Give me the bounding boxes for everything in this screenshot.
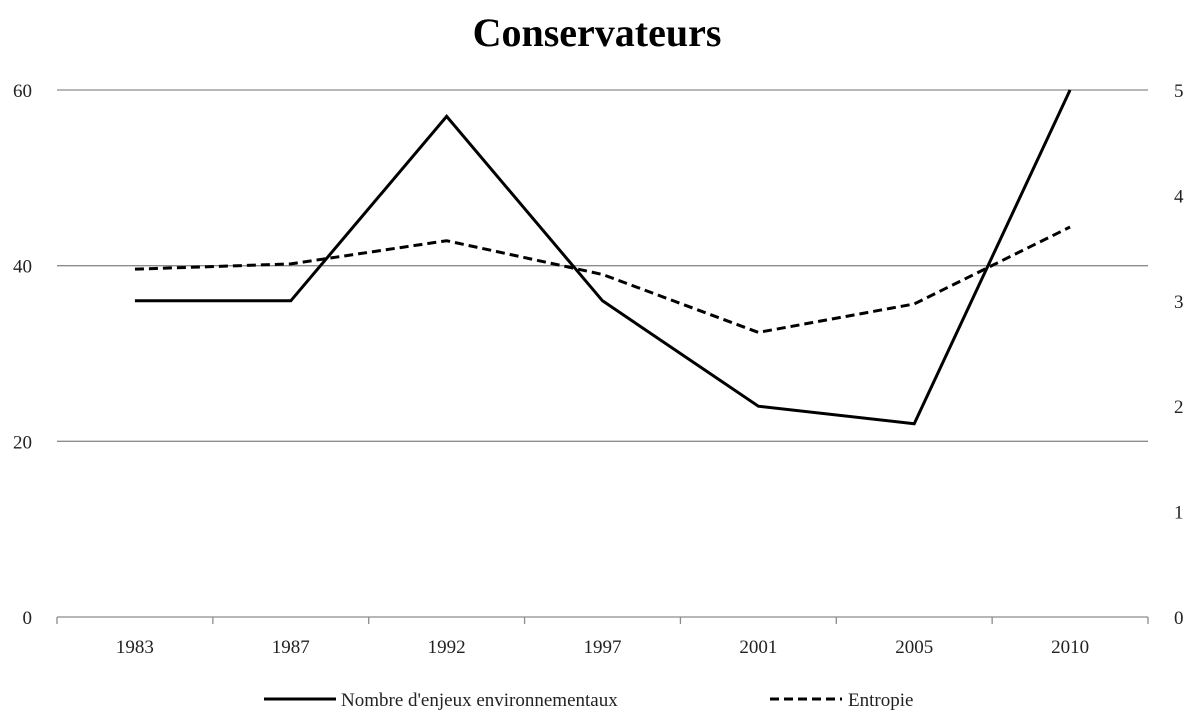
left-tick-label: 0	[23, 608, 33, 629]
legend-label-series-2: Entropie	[848, 690, 913, 711]
left-axis-ticks: 0 20 40 60	[13, 81, 32, 629]
left-tick-label: 60	[13, 81, 32, 102]
series-line-1	[134, 89, 1072, 426]
x-tick-label: 2010	[1051, 637, 1089, 658]
right-tick-label: 2	[1174, 397, 1184, 418]
x-tick-label: 1987	[272, 637, 310, 658]
right-tick-label: 0	[1174, 608, 1184, 629]
x-tick-label: 2005	[895, 637, 933, 658]
axes	[56, 616, 1149, 624]
x-tick-label: 2001	[739, 637, 777, 658]
right-tick-label: 3	[1174, 292, 1184, 313]
x-tick-label: 1997	[584, 637, 622, 658]
legend: Nombre d'enjeux environnementaux Entropi…	[264, 690, 913, 711]
series-line-2	[134, 225, 1071, 334]
x-axis-ticks: 1983 1987 1992 1997 2001 2005 2010	[116, 637, 1089, 658]
legend-label-series-1: Nombre d'enjeux environnementaux	[341, 690, 618, 711]
x-tick-label: 1983	[116, 637, 154, 658]
x-tick-label: 1992	[428, 637, 466, 658]
series-lines	[134, 89, 1072, 426]
right-tick-label: 4	[1174, 186, 1184, 207]
chart-title: Conservateurs	[473, 10, 722, 55]
left-tick-label: 20	[13, 432, 32, 453]
left-tick-label: 40	[13, 257, 32, 278]
right-tick-label: 5	[1174, 81, 1184, 102]
right-axis-ticks: 0 1 2 3 4 5	[1174, 81, 1184, 629]
right-tick-label: 1	[1174, 503, 1184, 524]
